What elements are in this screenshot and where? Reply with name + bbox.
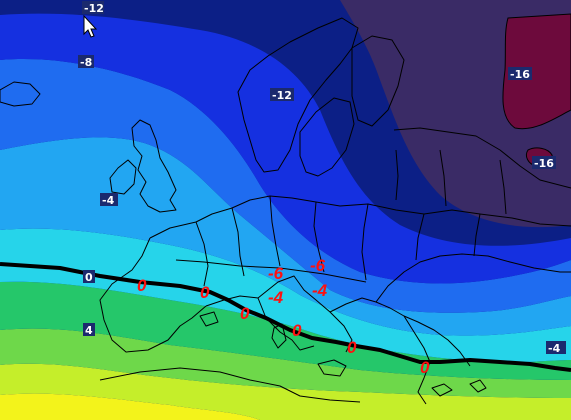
contour-label: -4: [546, 341, 566, 355]
red-label: -4: [312, 281, 328, 300]
contour-label: -16: [508, 67, 532, 81]
band-green: [0, 281, 571, 380]
mouse-pointer-icon: [83, 14, 98, 38]
band-mid-blue: [0, 59, 571, 313]
contour-label: -16: [532, 156, 556, 170]
band-blue: [0, 13, 571, 284]
band-light-green: [0, 328, 571, 398]
band-cyan: [0, 228, 571, 363]
svg-text:0: 0: [85, 271, 93, 284]
red-label: 0: [420, 358, 430, 377]
band-yellow-green: [0, 363, 571, 420]
red-label: -4: [268, 288, 284, 307]
zero-isotherm: [0, 262, 571, 372]
red-label: -6: [310, 256, 326, 275]
svg-text:-4: -4: [548, 342, 561, 355]
contour-label: 0: [83, 270, 95, 284]
red-label: 0: [240, 304, 250, 323]
red-label: 0: [292, 321, 302, 340]
contour-label: -8: [78, 55, 94, 69]
svg-text:-16: -16: [534, 157, 554, 170]
contour-labels: -12 -8 -12 -16 -16 -4: [78, 1, 566, 355]
svg-text:-8: -8: [80, 56, 92, 69]
contour-label: -4: [100, 193, 118, 207]
svg-text:-16: -16: [510, 68, 530, 81]
contour-label: -12: [82, 1, 104, 15]
country-borders: [0, 17, 571, 405]
svg-text:4: 4: [85, 324, 93, 337]
svg-text:-4: -4: [102, 194, 115, 207]
band-yellow: [0, 393, 260, 420]
red-labels: 0 0 0 0 0 0 -6 -6 -4 -4: [137, 256, 430, 377]
red-label: 0: [347, 338, 357, 357]
svg-text:-12: -12: [84, 2, 104, 15]
spot-coldest-1: [502, 13, 571, 130]
band-light-blue: [0, 137, 571, 336]
red-label: 0: [137, 276, 147, 295]
contour-label: 4: [83, 323, 95, 337]
red-label: -6: [268, 264, 284, 283]
svg-text:-12: -12: [272, 89, 292, 102]
red-label: 0: [200, 283, 210, 302]
contour-label: -12: [270, 88, 294, 102]
